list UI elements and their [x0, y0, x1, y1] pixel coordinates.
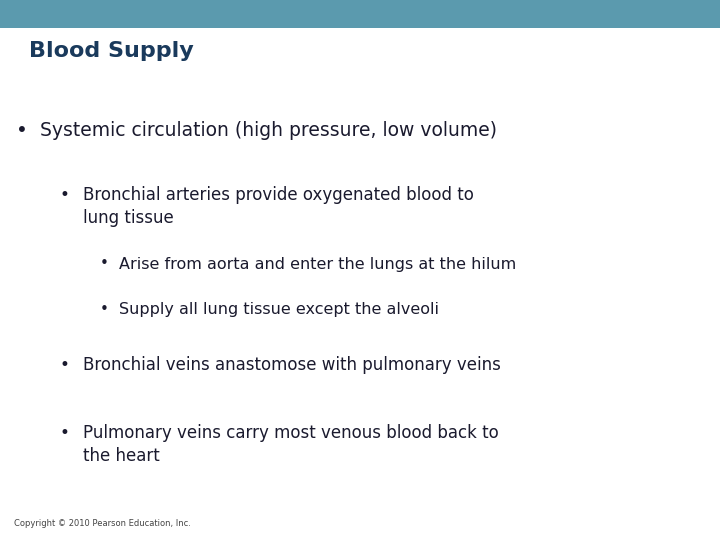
Text: •: •: [59, 424, 69, 442]
Text: Blood Supply: Blood Supply: [29, 41, 194, 62]
Text: Arise from aorta and enter the lungs at the hilum: Arise from aorta and enter the lungs at …: [119, 256, 516, 272]
Text: •: •: [59, 356, 69, 374]
Text: •: •: [59, 186, 69, 204]
Text: •: •: [99, 302, 108, 318]
Text: Copyright © 2010 Pearson Education, Inc.: Copyright © 2010 Pearson Education, Inc.: [14, 519, 192, 528]
Text: •: •: [99, 256, 108, 272]
Text: Pulmonary veins carry most venous blood back to
the heart: Pulmonary veins carry most venous blood …: [83, 424, 498, 465]
Text: Systemic circulation (high pressure, low volume): Systemic circulation (high pressure, low…: [40, 122, 497, 140]
Text: •: •: [16, 122, 27, 140]
Text: Supply all lung tissue except the alveoli: Supply all lung tissue except the alveol…: [119, 302, 438, 318]
Text: Bronchial veins anastomose with pulmonary veins: Bronchial veins anastomose with pulmonar…: [83, 356, 500, 374]
Text: Bronchial arteries provide oxygenated blood to
lung tissue: Bronchial arteries provide oxygenated bl…: [83, 186, 474, 227]
